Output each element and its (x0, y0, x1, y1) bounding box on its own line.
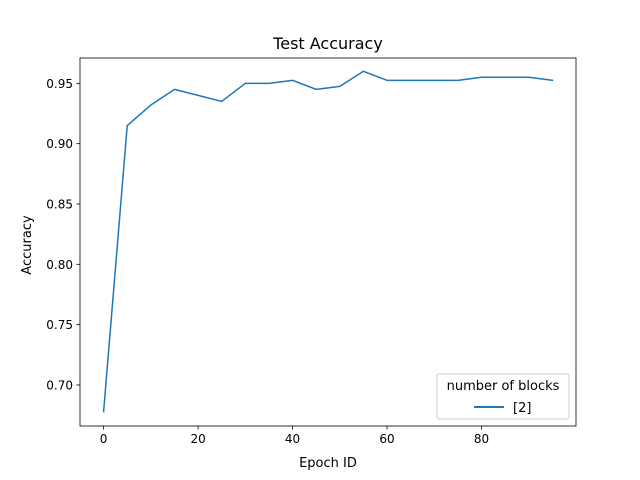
legend-label: [2] (513, 401, 531, 416)
plot-area: 0 20 40 60 80 0.70 0.75 0.80 0.85 0.90 0.95 (46, 57, 577, 446)
legend-frame (436, 373, 570, 420)
x-tick-label: 80 (474, 432, 489, 446)
legend: number of blocks [2] (436, 373, 570, 420)
y-tick-label: 0.80 (46, 258, 73, 272)
y-tick-label: 0.85 (46, 197, 73, 211)
x-axis-label: Epoch ID (299, 456, 357, 471)
legend-title: number of blocks (447, 379, 560, 394)
y-axis-label: Accuracy (20, 215, 35, 275)
y-tick-label: 0.75 (46, 318, 73, 332)
y-tick-label: 0.70 (46, 378, 73, 392)
x-tick-label: 40 (285, 432, 300, 446)
x-tick-label: 20 (190, 432, 205, 446)
y-tick-label: 0.95 (46, 77, 73, 91)
series-line-0 (102, 70, 554, 413)
axes-frame (79, 57, 577, 427)
y-tick-label: 0.90 (46, 137, 73, 151)
x-tick-label: 60 (379, 432, 394, 446)
x-tick-label: 0 (100, 432, 108, 446)
chart-title: Test Accuracy (272, 34, 383, 53)
